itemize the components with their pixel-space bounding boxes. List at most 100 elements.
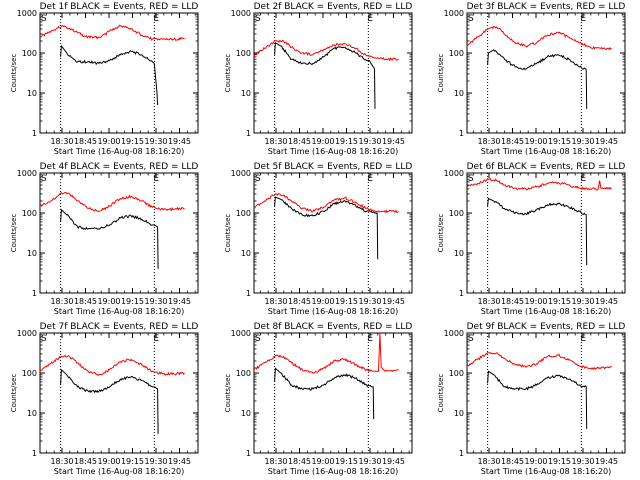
y-tick-label: 10 (241, 409, 251, 418)
x-tick-label: 18:30 (50, 457, 73, 466)
start-marker-label: S (41, 14, 47, 24)
panel-title: Det 1f BLACK = Events, RED = LLD (40, 2, 199, 12)
y-tick-label: 10 (27, 409, 37, 418)
end-marker-label: E (153, 174, 159, 184)
x-tick-label: 18:30 (477, 137, 500, 146)
x-tick-label: 18:30 (264, 137, 287, 146)
events-series-line (487, 370, 588, 429)
end-marker-label: E (153, 14, 159, 24)
y-tick-label: 1 (32, 289, 37, 298)
y-tick-label: 1000 (231, 9, 251, 18)
x-axis-label: Start Time (16-Aug-08 18:16:20) (54, 467, 185, 476)
x-axis-label: Start Time (16-Aug-08 18:16:20) (54, 307, 185, 316)
end-marker-label: E (580, 174, 586, 184)
start-marker-label: S (255, 174, 261, 184)
x-tick-label: 19:00 (524, 137, 547, 146)
y-axis-label: Counts/sec (224, 214, 232, 253)
panel-title: Det 6f BLACK = Events, RED = LLD (467, 162, 626, 172)
x-axis-label: Start Time (16-Aug-08 18:16:20) (54, 147, 185, 156)
end-marker-label: E (367, 174, 373, 184)
start-marker-label: S (255, 14, 261, 24)
x-tick-label: 19:15 (335, 297, 358, 306)
x-tick-label: 19:45 (595, 457, 618, 466)
x-tick-label: 19:00 (524, 297, 547, 306)
plot-frame (253, 12, 413, 134)
x-tick-label: 19:30 (358, 457, 381, 466)
x-tick-label: 19:45 (595, 297, 618, 306)
plot-frame (253, 172, 413, 294)
events-series-line (60, 44, 159, 106)
x-tick-label: 19:30 (571, 297, 594, 306)
lld-series-line (40, 191, 185, 213)
panel-title: Det 9f BLACK = Events, RED = LLD (467, 322, 626, 332)
panel-title: Det 8f BLACK = Events, RED = LLD (254, 322, 413, 332)
y-tick-label: 100 (449, 49, 464, 58)
y-tick-label: 100 (449, 209, 464, 218)
events-series-line (274, 196, 379, 260)
start-marker-label: S (255, 334, 261, 344)
x-tick-label: 19:15 (121, 137, 144, 146)
events-series-line (60, 208, 159, 269)
lld-series-line (467, 25, 612, 51)
x-tick-label: 19:15 (121, 457, 144, 466)
lld-series-line (254, 39, 399, 62)
y-tick-label: 100 (236, 369, 251, 378)
x-tick-label: 19:00 (311, 457, 334, 466)
end-marker-label: E (580, 14, 586, 24)
x-tick-label: 19:45 (382, 457, 405, 466)
x-tick-label: 18:30 (264, 297, 287, 306)
end-marker-label: E (367, 334, 373, 344)
y-tick-label: 1000 (444, 9, 464, 18)
x-axis-label: Start Time (16-Aug-08 18:16:20) (481, 147, 612, 156)
y-tick-label: 100 (22, 49, 37, 58)
y-tick-label: 1000 (231, 329, 251, 338)
start-marker-label: S (41, 334, 47, 344)
end-marker-label: E (367, 14, 373, 24)
panel-title: Det 4f BLACK = Events, RED = LLD (40, 162, 199, 172)
x-tick-label: 19:00 (97, 457, 120, 466)
x-tick-label: 19:15 (548, 137, 571, 146)
y-tick-label: 1 (246, 449, 251, 458)
panel-det-8: Det 8f BLACK = Events, RED = LLD 1 10 100 10… (224, 322, 413, 476)
x-axis-label: Start Time (16-Aug-08 18:16:20) (268, 307, 399, 316)
events-series-line (60, 368, 159, 434)
plot-frame (253, 332, 413, 454)
y-tick-label: 1 (32, 129, 37, 138)
y-tick-label: 1 (459, 449, 464, 458)
y-tick-label: 100 (22, 209, 37, 218)
y-axis-label: Counts/sec (224, 374, 232, 413)
lld-series-line (40, 354, 185, 376)
panel-det-7: Det 7f BLACK = Events, RED = LLD 1 10 100 10… (10, 322, 199, 476)
x-tick-label: 19:30 (571, 137, 594, 146)
y-axis-label: Counts/sec (10, 214, 18, 253)
x-axis-label: Start Time (16-Aug-08 18:16:20) (481, 307, 612, 316)
events-series-line (274, 41, 376, 109)
x-tick-label: 19:15 (548, 457, 571, 466)
plot-frame (39, 172, 199, 294)
y-tick-label: 10 (241, 249, 251, 258)
panel-det-3: Det 3f BLACK = Events, RED = LLD 1 10 100 10… (437, 2, 626, 156)
x-axis-label: Start Time (16-Aug-08 18:16:20) (481, 467, 612, 476)
x-tick-label: 19:00 (524, 457, 547, 466)
x-tick-label: 18:45 (288, 137, 311, 146)
x-tick-label: 18:45 (501, 137, 524, 146)
x-tick-label: 19:00 (311, 137, 334, 146)
x-tick-label: 19:30 (144, 457, 167, 466)
events-series-line (487, 49, 588, 109)
x-tick-label: 19:45 (168, 297, 191, 306)
panel-det-1: Det 1f BLACK = Events, RED = LLD 1 10 100 10… (10, 2, 199, 156)
x-tick-label: 18:30 (50, 137, 73, 146)
y-tick-label: 1000 (444, 169, 464, 178)
y-tick-label: 10 (27, 249, 37, 258)
events-series-line (487, 197, 588, 266)
end-marker-label: E (580, 334, 586, 344)
panel-det-9: Det 9f BLACK = Events, RED = LLD 1 10 100 10… (437, 322, 626, 476)
x-tick-label: 19:00 (311, 297, 334, 306)
x-tick-label: 18:45 (74, 297, 97, 306)
events-series-line (274, 367, 375, 420)
x-tick-label: 19:15 (335, 137, 358, 146)
y-tick-label: 1 (32, 449, 37, 458)
x-tick-label: 19:15 (548, 297, 571, 306)
start-marker-label: S (41, 174, 47, 184)
